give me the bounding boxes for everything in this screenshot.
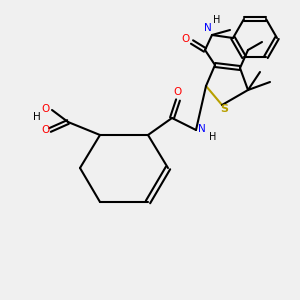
Text: O: O bbox=[182, 34, 190, 44]
Text: O: O bbox=[42, 104, 50, 114]
Text: N: N bbox=[204, 23, 212, 33]
Text: S: S bbox=[220, 104, 228, 114]
Text: H: H bbox=[209, 132, 217, 142]
Text: N: N bbox=[198, 124, 206, 134]
Text: H: H bbox=[33, 112, 41, 122]
Text: O: O bbox=[173, 87, 181, 97]
Text: O: O bbox=[41, 125, 49, 135]
Text: H: H bbox=[213, 15, 221, 25]
